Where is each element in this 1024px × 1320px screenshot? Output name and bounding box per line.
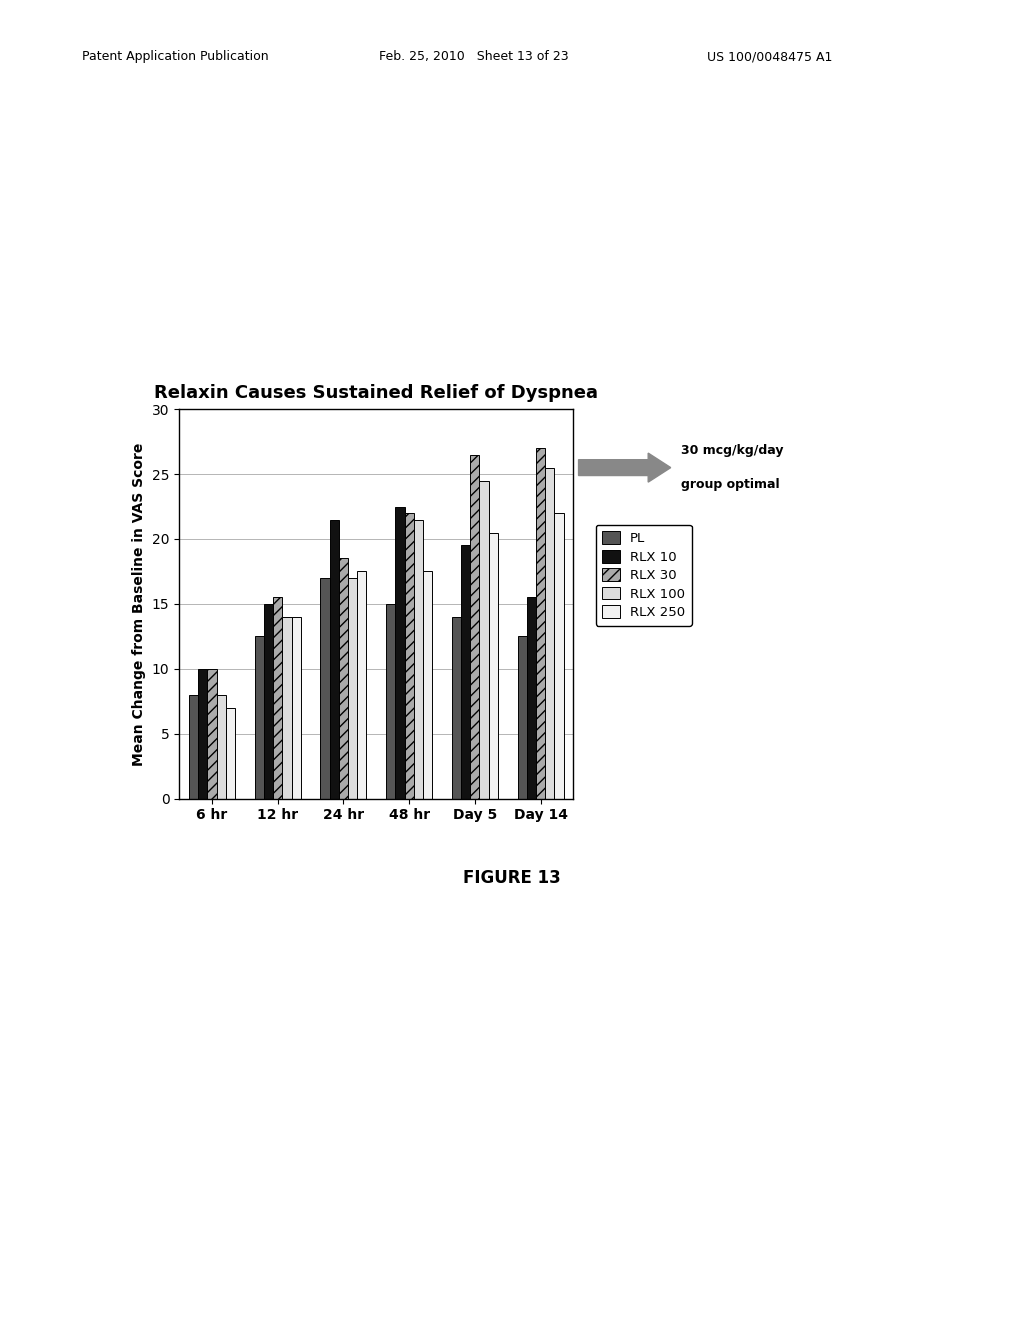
- Y-axis label: Mean Change from Baseline in VAS Score: Mean Change from Baseline in VAS Score: [132, 442, 146, 766]
- Bar: [199, 669, 208, 799]
- Bar: [395, 507, 404, 799]
- Bar: [461, 545, 470, 799]
- Bar: [292, 616, 301, 799]
- Bar: [386, 605, 395, 799]
- Text: Feb. 25, 2010   Sheet 13 of 23: Feb. 25, 2010 Sheet 13 of 23: [379, 50, 568, 63]
- Bar: [554, 513, 563, 799]
- Bar: [423, 572, 432, 799]
- Bar: [330, 520, 339, 799]
- Bar: [273, 598, 283, 799]
- Bar: [488, 532, 498, 799]
- Bar: [526, 598, 536, 799]
- Bar: [217, 694, 226, 799]
- Text: FIGURE 13: FIGURE 13: [463, 869, 561, 887]
- Bar: [339, 558, 348, 799]
- Bar: [189, 694, 199, 799]
- Bar: [404, 513, 414, 799]
- Bar: [470, 454, 479, 799]
- Bar: [452, 616, 461, 799]
- Bar: [536, 449, 545, 799]
- Bar: [321, 578, 330, 799]
- Bar: [545, 467, 554, 799]
- Bar: [208, 669, 217, 799]
- Bar: [414, 520, 423, 799]
- Bar: [226, 708, 236, 799]
- Title: Relaxin Causes Sustained Relief of Dyspnea: Relaxin Causes Sustained Relief of Dyspn…: [155, 384, 598, 403]
- Text: 30 mcg/kg/day: 30 mcg/kg/day: [681, 444, 783, 457]
- Bar: [357, 572, 367, 799]
- Bar: [255, 636, 264, 799]
- Bar: [479, 480, 488, 799]
- Text: US 100/0048475 A1: US 100/0048475 A1: [707, 50, 831, 63]
- Bar: [283, 616, 292, 799]
- Bar: [517, 636, 526, 799]
- Bar: [264, 605, 273, 799]
- Legend: PL, RLX 10, RLX 30, RLX 100, RLX 250: PL, RLX 10, RLX 30, RLX 100, RLX 250: [596, 525, 692, 626]
- Bar: [348, 578, 357, 799]
- Text: Patent Application Publication: Patent Application Publication: [82, 50, 268, 63]
- Text: group optimal: group optimal: [681, 478, 779, 491]
